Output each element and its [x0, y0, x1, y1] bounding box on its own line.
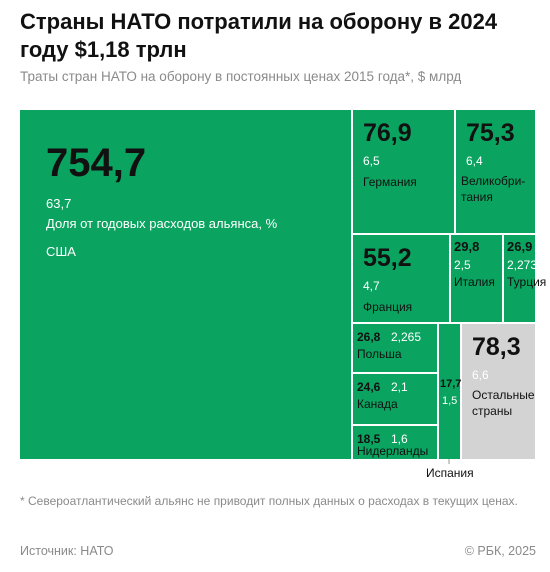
- share-label: 1,5: [442, 395, 457, 407]
- footnote: * Североатлантический альянс не приводит…: [20, 494, 518, 508]
- value-label: 29,8: [454, 239, 479, 254]
- value-label: 78,3: [472, 333, 521, 361]
- share-label: 1,6: [391, 432, 408, 446]
- source-label: Источник: НАТО: [20, 544, 114, 558]
- value-label: 26,8: [357, 330, 381, 344]
- share-label: 6,6: [472, 368, 489, 382]
- share-label: 2,1: [391, 380, 408, 394]
- copyright-label: © РБК, 2025: [464, 544, 536, 558]
- treemap-cell: [353, 374, 437, 424]
- value-label: 26,9: [507, 239, 532, 254]
- share-label: 2,5: [454, 258, 471, 272]
- treemap-cell: [462, 324, 535, 459]
- country-label: Турция: [507, 275, 546, 289]
- treemap-cell: [456, 110, 535, 233]
- value-label: 18,5: [357, 432, 381, 446]
- country-label: Нидерланды: [357, 444, 428, 458]
- value-label: 754,7: [46, 141, 146, 185]
- share-label: 6,4: [466, 154, 483, 168]
- value-label: 17,7: [440, 378, 461, 390]
- treemap-cell: [20, 110, 351, 459]
- country-label: страны: [472, 404, 512, 418]
- share-label: 6,5: [363, 154, 380, 168]
- country-label: Италия: [454, 275, 495, 289]
- treemap-cell: [353, 110, 454, 233]
- country-label: Великобри-: [461, 174, 525, 188]
- country-label: Канада: [357, 397, 398, 411]
- country-label: Франция: [363, 300, 412, 314]
- treemap-cell: [439, 324, 460, 459]
- chart-title: Страны НАТО потратили на оборону в 2024 …: [20, 9, 498, 62]
- chart-subtitle: Траты стран НАТО на оборону в постоянных…: [20, 69, 462, 84]
- share-label: 2,273: [507, 258, 537, 272]
- country-label: Испания: [426, 466, 474, 480]
- treemap-cell: [353, 426, 437, 459]
- value-label: 76,9: [363, 119, 412, 147]
- share-label: 63,7: [46, 196, 71, 211]
- treemap-cell: [353, 324, 437, 372]
- share-label: 2,265: [391, 330, 421, 344]
- share-caption: Доля от годовых расходов альянса, %: [46, 216, 278, 231]
- country-label: США: [46, 244, 76, 259]
- treemap-cell: [451, 235, 502, 322]
- share-label: 4,7: [363, 279, 380, 293]
- value-label: 55,2: [363, 244, 412, 272]
- value-label: 75,3: [466, 119, 515, 147]
- country-label: Германия: [363, 175, 417, 189]
- treemap-cell: [353, 235, 449, 322]
- country-label: тания: [461, 190, 493, 204]
- value-label: 24,6: [357, 380, 381, 394]
- treemap-cell: [504, 235, 535, 322]
- country-label: Польша: [357, 347, 402, 361]
- country-label: Остальные: [472, 388, 535, 402]
